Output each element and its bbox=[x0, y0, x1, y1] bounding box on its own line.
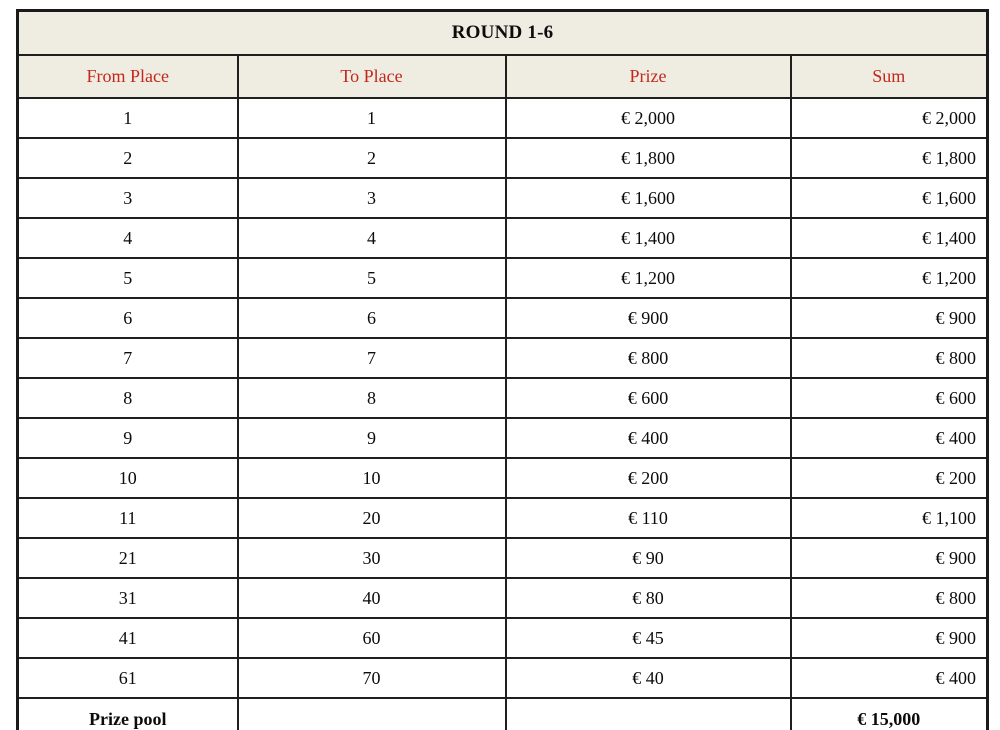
table-cell: € 40 bbox=[504, 657, 792, 699]
table-row: 5 5 € 1,200 € 1,200 bbox=[16, 257, 989, 299]
table-cell: € 800 bbox=[789, 577, 989, 619]
table-cell: 41 bbox=[16, 617, 239, 659]
table-cell: 5 bbox=[236, 257, 507, 299]
prize-pool-total: € 15,000 bbox=[789, 697, 989, 730]
table-title-row: ROUND 1-6 bbox=[16, 9, 989, 56]
table-row: 3 3 € 1,600 € 1,600 bbox=[16, 177, 989, 219]
table-cell: € 1,400 bbox=[789, 217, 989, 259]
empty-cell bbox=[504, 697, 792, 730]
table-cell: 11 bbox=[16, 497, 239, 539]
table-cell: 8 bbox=[16, 377, 239, 419]
column-header: Prize bbox=[504, 54, 792, 99]
table-cell: 9 bbox=[16, 417, 239, 459]
footer-row: Prize pool € 15,000 bbox=[16, 697, 989, 730]
table-cell: 8 bbox=[236, 377, 507, 419]
table-row: 61 70 € 40 € 400 bbox=[16, 657, 989, 699]
table-cell: 6 bbox=[236, 297, 507, 339]
table-cell: € 110 bbox=[504, 497, 792, 539]
table-cell: 40 bbox=[236, 577, 507, 619]
table-cell: 7 bbox=[16, 337, 239, 379]
table-cell: € 1,100 bbox=[789, 497, 989, 539]
prize-structure-table: ROUND 1-6 From Place To Place Prize Sum 1 1 €… bbox=[16, 9, 990, 730]
table-cell: € 200 bbox=[504, 457, 792, 499]
empty-cell bbox=[236, 697, 507, 730]
table-row: 31 40 € 80 € 800 bbox=[16, 577, 989, 619]
table-row: 2 2 € 1,800 € 1,800 bbox=[16, 137, 989, 179]
table-cell: € 200 bbox=[789, 457, 989, 499]
table-cell: 1 bbox=[16, 97, 239, 139]
table-cell: 2 bbox=[236, 137, 507, 179]
table-cell: € 1,200 bbox=[789, 257, 989, 299]
table-cell: € 1,600 bbox=[789, 177, 989, 219]
prize-pool-label: Prize pool bbox=[16, 697, 239, 730]
table-row: 1 1 € 2,000 € 2,000 bbox=[16, 97, 989, 139]
table-row: 41 60 € 45 € 900 bbox=[16, 617, 989, 659]
table-cell: € 900 bbox=[789, 617, 989, 659]
table-cell: € 800 bbox=[504, 337, 792, 379]
table-row: 9 9 € 400 € 400 bbox=[16, 417, 989, 459]
table-cell: € 80 bbox=[504, 577, 792, 619]
table-row: 4 4 € 1,400 € 1,400 bbox=[16, 217, 989, 259]
table-cell: € 900 bbox=[789, 537, 989, 579]
table-cell: 20 bbox=[236, 497, 507, 539]
table-row: 11 20 € 110 € 1,100 bbox=[16, 497, 989, 539]
table-cell: 70 bbox=[236, 657, 507, 699]
table-cell: 3 bbox=[236, 177, 507, 219]
table-cell: 7 bbox=[236, 337, 507, 379]
table-cell: € 900 bbox=[789, 297, 989, 339]
table-cell: € 45 bbox=[504, 617, 792, 659]
table-cell: € 2,000 bbox=[789, 97, 989, 139]
table-cell: € 1,800 bbox=[789, 137, 989, 179]
column-header: From Place bbox=[16, 54, 239, 99]
table-cell: € 800 bbox=[789, 337, 989, 379]
table-title: ROUND 1-6 bbox=[16, 9, 989, 56]
table-cell: 2 bbox=[16, 137, 239, 179]
table-cell: 4 bbox=[236, 217, 507, 259]
column-header-row: From Place To Place Prize Sum bbox=[16, 54, 989, 99]
table-cell: 9 bbox=[236, 417, 507, 459]
table-cell: 30 bbox=[236, 537, 507, 579]
table-row: 21 30 € 90 € 900 bbox=[16, 537, 989, 579]
table-cell: 60 bbox=[236, 617, 507, 659]
table-row: 6 6 € 900 € 900 bbox=[16, 297, 989, 339]
table-row: 8 8 € 600 € 600 bbox=[16, 377, 989, 419]
column-header: To Place bbox=[236, 54, 507, 99]
table-cell: € 900 bbox=[504, 297, 792, 339]
table-cell: € 600 bbox=[789, 377, 989, 419]
table-row: 7 7 € 800 € 800 bbox=[16, 337, 989, 379]
column-header: Sum bbox=[789, 54, 989, 99]
table-cell: € 1,200 bbox=[504, 257, 792, 299]
table-cell: 10 bbox=[236, 457, 507, 499]
table-cell: 1 bbox=[236, 97, 507, 139]
table-cell: € 400 bbox=[789, 417, 989, 459]
table-cell: 6 bbox=[16, 297, 239, 339]
table-cell: 3 bbox=[16, 177, 239, 219]
table-cell: € 600 bbox=[504, 377, 792, 419]
table-cell: € 400 bbox=[504, 417, 792, 459]
table-cell: 21 bbox=[16, 537, 239, 579]
table-cell: 5 bbox=[16, 257, 239, 299]
table-cell: € 1,400 bbox=[504, 217, 792, 259]
table-cell: € 2,000 bbox=[504, 97, 792, 139]
table-cell: € 1,800 bbox=[504, 137, 792, 179]
table-cell: 10 bbox=[16, 457, 239, 499]
table-cell: € 400 bbox=[789, 657, 989, 699]
table-body: 1 1 € 2,000 € 2,000 2 2 € 1,800 € 1,800 3 3 € 1,60… bbox=[16, 97, 989, 699]
table-cell: € 1,600 bbox=[504, 177, 792, 219]
table-cell: 4 bbox=[16, 217, 239, 259]
table-cell: 61 bbox=[16, 657, 239, 699]
table-cell: 31 bbox=[16, 577, 239, 619]
table-cell: € 90 bbox=[504, 537, 792, 579]
table-row: 10 10 € 200 € 200 bbox=[16, 457, 989, 499]
